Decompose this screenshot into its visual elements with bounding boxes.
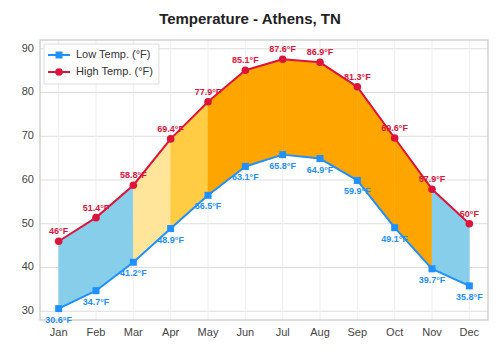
series-marker <box>55 305 62 312</box>
y-tick-label: 60 <box>22 173 34 185</box>
data-label: 50°F <box>460 209 480 219</box>
data-label: 30.6°F <box>45 315 72 325</box>
data-labels: 30.6°F 34.7°F 41.2°F 48.9°F 56.5°F 63.1°F 65.8… <box>45 44 483 324</box>
series-marker <box>279 151 286 158</box>
series-marker <box>55 237 63 245</box>
series-marker <box>391 224 398 231</box>
data-label: 81.3°F <box>344 72 371 82</box>
y-grid-line <box>40 311 488 312</box>
series-marker <box>242 66 250 74</box>
data-label: 59.9°F <box>344 186 371 196</box>
x-tick-label: Jan <box>50 326 68 338</box>
legend: Low Temp. (°F) High Temp. (°F) <box>44 44 159 84</box>
x-tick-label: Oct <box>386 326 403 338</box>
series-marker <box>167 135 175 143</box>
series-marker <box>279 55 287 63</box>
x-tick-label: Nov <box>422 326 442 338</box>
series-marker <box>316 59 324 67</box>
data-label: 69.6°F <box>381 123 408 133</box>
legend-box <box>44 44 159 84</box>
band-segment <box>245 59 282 166</box>
x-tick-label: Mar <box>124 326 143 338</box>
data-label: 65.8°F <box>269 161 296 171</box>
series-marker <box>204 98 212 106</box>
data-label: 34.7°F <box>83 297 110 307</box>
legend-entry: Low Temp. (°F) <box>76 48 151 60</box>
x-tick-label: Apr <box>162 326 179 338</box>
x-tick-label: Jun <box>236 326 254 338</box>
y-tick-label: 90 <box>22 42 34 54</box>
chart: 30 40 50 60 70 80 90 Jan Feb Mar Apr May Jun Jul Aug Se… <box>0 0 500 350</box>
plot-data <box>55 55 473 312</box>
series-marker <box>92 214 100 222</box>
data-label: 85.1°F <box>232 55 259 65</box>
series-marker <box>466 282 473 289</box>
legend-marker <box>56 52 63 59</box>
data-label: 69.4°F <box>157 124 184 134</box>
x-tick-label: Jul <box>276 326 290 338</box>
data-label: 57.9°F <box>419 174 446 184</box>
x-tick-label: May <box>198 326 219 338</box>
band-segment <box>357 87 394 228</box>
data-label: 35.8°F <box>456 292 483 302</box>
y-tick-label: 50 <box>22 217 34 229</box>
series-marker <box>391 134 399 142</box>
data-label: 64.9°F <box>307 165 334 175</box>
band-segment <box>283 59 320 158</box>
data-label: 39.7°F <box>419 275 446 285</box>
x-tick-label: Feb <box>87 326 106 338</box>
legend-entry: High Temp. (°F) <box>76 65 153 77</box>
series-marker <box>354 83 362 91</box>
title: Temperature - Athens, TN <box>159 10 341 27</box>
data-label: 87.6°F <box>269 44 296 54</box>
x-tick-label: Dec <box>460 326 480 338</box>
y-tick-label: 40 <box>22 260 34 272</box>
data-label: 46°F <box>49 226 69 236</box>
data-label: 48.9°F <box>157 235 184 245</box>
series-marker <box>130 181 138 189</box>
data-label: 56.5°F <box>195 201 222 211</box>
series-marker <box>205 192 212 199</box>
data-label: 77.9°F <box>195 87 222 97</box>
grid <box>40 40 488 320</box>
data-label: 86.9°F <box>307 47 334 57</box>
data-label: 63.1°F <box>232 172 259 182</box>
series-marker <box>242 163 249 170</box>
legend-marker <box>55 68 63 76</box>
y-tick-label: 70 <box>22 129 34 141</box>
y-tick-label: 30 <box>22 304 34 316</box>
series-line <box>59 59 470 241</box>
data-label: 51.4°F <box>83 203 110 213</box>
x-tick-label: Sep <box>348 326 368 338</box>
series-marker <box>317 155 324 162</box>
series-marker <box>167 225 174 232</box>
series-marker <box>354 177 361 184</box>
series-marker <box>466 220 474 228</box>
data-label: 49.1°F <box>381 234 408 244</box>
data-label: 58.8°F <box>120 170 147 180</box>
plot-frame <box>40 40 488 320</box>
x-tick-label: Aug <box>310 326 330 338</box>
series-marker <box>429 265 436 272</box>
series-line <box>59 155 470 309</box>
series-marker <box>130 259 137 266</box>
data-label: 41.2°F <box>120 268 147 278</box>
series-marker <box>93 287 100 294</box>
series-marker <box>428 185 436 193</box>
y-tick-label: 80 <box>22 85 34 97</box>
